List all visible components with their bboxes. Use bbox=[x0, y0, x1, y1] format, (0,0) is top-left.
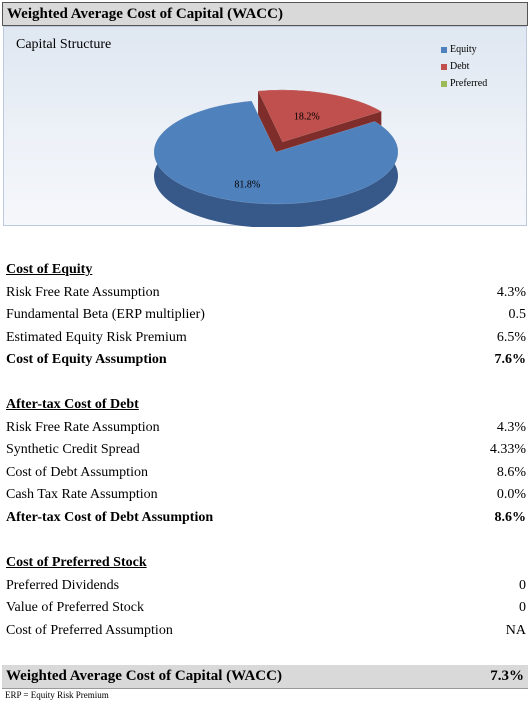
row-label: Cost of Debt Assumption bbox=[6, 464, 148, 480]
row-label: Cash Tax Rate Assumption bbox=[6, 487, 158, 502]
cost-of-equity-section: Cost of Equity Risk Free Rate Assumption… bbox=[6, 259, 526, 372]
row-value: 8.6% bbox=[494, 509, 527, 525]
row-label: Estimated Equity Risk Premium bbox=[6, 329, 187, 345]
row-value: 0 bbox=[519, 600, 526, 615]
chart-title: Capital Structure bbox=[16, 37, 112, 52]
pie-label-equity: 81.8% bbox=[234, 180, 260, 191]
wacc-value: 7.3% bbox=[490, 668, 524, 684]
pie-slice-debt bbox=[257, 89, 382, 143]
section-heading: After-tax Cost of Debt bbox=[6, 397, 139, 412]
legend-item-debt: Debt bbox=[441, 58, 487, 75]
pie-label-debt: 18.2% bbox=[294, 111, 320, 122]
footnote: ERP = Equity Risk Premium bbox=[5, 690, 109, 700]
row-value: 0 bbox=[519, 577, 526, 593]
legend-swatch-equity bbox=[441, 46, 447, 53]
pie-slice-equity bbox=[153, 100, 399, 205]
legend-label-equity: Equity bbox=[450, 44, 477, 55]
row-value: 6.5% bbox=[496, 329, 526, 345]
row-label: Preferred Dividends bbox=[6, 577, 120, 593]
row-value: 0.5 bbox=[508, 307, 527, 322]
row-label: Cost of Preferred Assumption bbox=[6, 622, 173, 638]
row-label: Risk Free Rate Assumption bbox=[6, 419, 160, 435]
table-row: Estimated Equity Risk Premium 6.5% bbox=[6, 327, 526, 350]
total-row: Cost of Equity Assumption 7.6% bbox=[6, 349, 526, 372]
table-row: Preferred Dividends 0 bbox=[6, 575, 526, 598]
row-value: 7.6% bbox=[494, 352, 527, 367]
chart-legend: Equity Debt Preferred bbox=[441, 41, 487, 92]
table-row: Synthetic Credit Spread 4.33% bbox=[6, 439, 526, 462]
table-row: Cost of Debt Assumption 8.6% bbox=[6, 462, 526, 485]
legend-label-preferred: Preferred bbox=[450, 78, 488, 89]
wacc-total-bar: Weighted Average Cost of Capital (WACC) … bbox=[2, 665, 528, 689]
legend-label-debt: Debt bbox=[450, 61, 470, 72]
row-label: Fundamental Beta (ERP multiplier) bbox=[6, 307, 205, 322]
row-label: Value of Preferred Stock bbox=[6, 600, 145, 615]
capital-structure-chart: Capital Structure 81.8% 18.2% Equity Debt… bbox=[3, 26, 527, 227]
row-value: 0.0% bbox=[496, 487, 526, 502]
table-row: Risk Free Rate Assumption 4.3% bbox=[6, 282, 526, 305]
legend-swatch-debt bbox=[441, 63, 447, 70]
wacc-label: Weighted Average Cost of Capital (WACC) bbox=[6, 668, 282, 684]
row-value: NA bbox=[505, 622, 526, 638]
table-row: Cost of Preferred Assumption NA bbox=[6, 620, 526, 643]
table-row: Cash Tax Rate Assumption 0.0% bbox=[6, 484, 526, 507]
table-row: Fundamental Beta (ERP multiplier) 0.5 bbox=[6, 304, 526, 327]
legend-swatch-preferred bbox=[441, 80, 447, 87]
row-value: 4.3% bbox=[496, 284, 526, 300]
total-row: After-tax Cost of Debt Assumption 8.6% bbox=[6, 507, 526, 530]
pie-slice-face-debt bbox=[258, 90, 283, 166]
section-heading: Cost of Equity bbox=[6, 262, 93, 277]
pie-chart: 81.8% 18.2% bbox=[153, 89, 399, 227]
row-value: 4.33% bbox=[489, 442, 526, 457]
row-label: Risk Free Rate Assumption bbox=[6, 284, 160, 300]
row-label: Cost of Equity Assumption bbox=[6, 352, 167, 367]
table-row: Value of Preferred Stock 0 bbox=[6, 597, 526, 620]
row-label: After-tax Cost of Debt Assumption bbox=[6, 509, 214, 525]
row-value: 8.6% bbox=[496, 464, 526, 480]
cost-of-debt-section: After-tax Cost of Debt Risk Free Rate As… bbox=[6, 394, 526, 529]
cost-of-preferred-section: Cost of Preferred Stock Preferred Divide… bbox=[6, 552, 526, 642]
legend-item-equity: Equity bbox=[441, 41, 487, 58]
row-value: 4.3% bbox=[496, 419, 526, 435]
section-heading: Cost of Preferred Stock bbox=[6, 555, 147, 570]
row-label: Synthetic Credit Spread bbox=[6, 442, 140, 457]
table-row: Risk Free Rate Assumption 4.3% bbox=[6, 417, 526, 440]
page-title: Weighted Average Cost of Capital (WACC) bbox=[2, 2, 528, 26]
legend-item-preferred: Preferred bbox=[441, 75, 487, 92]
